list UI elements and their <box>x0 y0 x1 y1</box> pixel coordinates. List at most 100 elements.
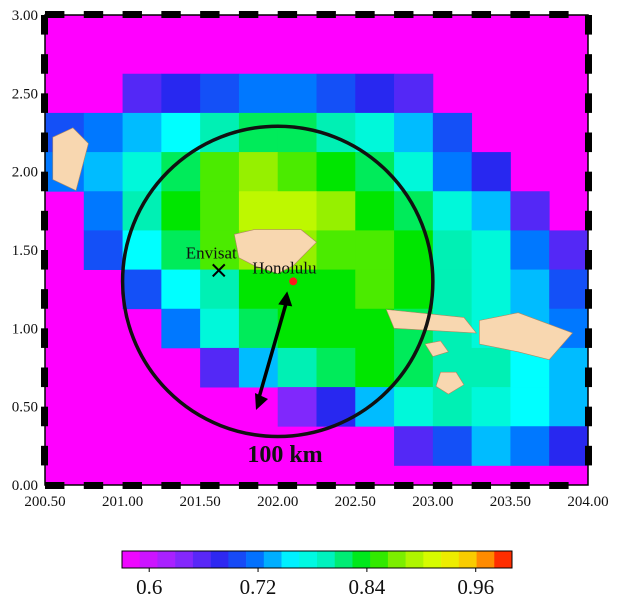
heatmap-cell <box>238 152 279 192</box>
heatmap-cell <box>83 112 123 153</box>
frame-bar-right <box>585 289 592 309</box>
x-tick-label: 200.50 <box>24 494 65 510</box>
heatmap-cell <box>394 387 434 427</box>
heatmap-cell <box>510 387 550 427</box>
frame-bar-left <box>41 406 48 427</box>
heatmap-cell <box>200 152 240 192</box>
heatmap-cell <box>471 269 511 310</box>
map-frame <box>41 11 592 489</box>
heatmap-cell <box>355 269 395 310</box>
frame-bar-bottom <box>83 482 104 489</box>
heatmap-cell <box>432 269 473 310</box>
colorbar-cell <box>228 551 247 568</box>
colorbar-cell <box>494 551 513 568</box>
frame-bar-top <box>394 11 414 18</box>
frame-bar-right <box>585 171 592 192</box>
heatmap-cell <box>355 112 395 153</box>
colorbar-cell <box>458 551 477 568</box>
heatmap-cell <box>161 191 201 231</box>
heatmap-cell <box>316 347 356 388</box>
frame-bar-top <box>510 11 530 18</box>
colorbar-cell <box>370 551 389 568</box>
frame-bar-left <box>41 328 48 348</box>
heatmap-cell <box>238 191 279 231</box>
heatmap-cell <box>316 269 356 310</box>
island-maui <box>479 312 574 361</box>
colorbar-tick-label: 0.96 <box>457 575 494 599</box>
heatmap-cell <box>471 152 511 192</box>
frame-bar-bottom <box>355 482 375 489</box>
heatmap-cell <box>471 347 511 388</box>
y-tick-label: 3.00 <box>12 8 38 24</box>
frame-bar-top <box>277 11 298 18</box>
colorbar-cell <box>387 551 406 568</box>
heatmap-cell <box>277 347 317 388</box>
heatmap-cell <box>510 191 550 231</box>
heatmap-cell <box>549 426 589 466</box>
heatmap-cell <box>549 387 589 427</box>
x-tick-label: 201.50 <box>180 494 221 510</box>
heatmap-cell <box>355 347 395 388</box>
frame-bar-bottom <box>277 482 298 489</box>
heatmap-cell <box>355 387 395 427</box>
heatmap-cell <box>471 426 511 466</box>
heatmap-cell <box>277 387 317 427</box>
colorbar-cell <box>246 551 265 568</box>
heatmap-cell <box>549 347 589 388</box>
y-tick-label: 0.00 <box>12 478 38 494</box>
frame-bar-bottom <box>394 482 414 489</box>
heatmap-cell <box>549 230 589 270</box>
heatmap-cell <box>432 426 473 466</box>
colorbar-cell <box>299 551 318 568</box>
heatmap-cell <box>277 73 317 114</box>
heatmap-cell <box>471 191 511 231</box>
heatmap-cell <box>316 308 356 349</box>
coverage-circle <box>120 124 435 439</box>
heatmap-cell <box>471 230 511 270</box>
heatmap-cell <box>238 112 279 153</box>
heatmap-cell <box>432 387 473 427</box>
heatmap-cell <box>161 73 201 114</box>
colorbar-cell <box>441 551 460 568</box>
y-tick-label: 0.50 <box>12 400 38 416</box>
x-tick-label: 201.00 <box>102 494 143 510</box>
colorbar-cell <box>405 551 424 568</box>
heatmap-cell <box>200 347 240 388</box>
y-tick-label: 1.00 <box>12 321 38 337</box>
heatmap-cell <box>277 152 317 192</box>
heatmap-cell <box>316 73 356 114</box>
frame-bar-top <box>432 11 453 18</box>
frame-bar-right <box>585 15 592 35</box>
heatmap-cell <box>122 191 162 231</box>
annotations: Envisat Honolulu 100 km <box>120 124 435 468</box>
heatmap-cell <box>277 191 317 231</box>
heatmap-cell <box>238 308 279 349</box>
heatmap-cell <box>394 426 434 466</box>
envisat-marker <box>212 263 226 278</box>
frame-bar-bottom <box>549 482 569 489</box>
colorbar-cell <box>317 551 336 568</box>
frame-bar-left <box>41 15 48 35</box>
heatmap-cell <box>510 230 550 270</box>
frame-bar-right <box>585 54 592 74</box>
island-lanai <box>435 371 465 395</box>
colorbar-cell <box>157 551 176 568</box>
heatmap-cell <box>432 230 473 270</box>
frame-bar-right <box>585 132 592 153</box>
frame-bar-right <box>585 250 592 270</box>
colorbar-tick-label: 0.84 <box>349 575 386 599</box>
frame-bar-right <box>585 328 592 348</box>
frame-bar-top <box>549 11 569 18</box>
island-kauai <box>52 127 89 191</box>
colorbar-cell <box>122 551 141 568</box>
heatmap-cell <box>471 387 511 427</box>
envisat-label: Envisat <box>186 243 237 262</box>
colorbar-cell <box>175 551 194 568</box>
heatmap-cell <box>122 112 162 153</box>
heatmap-cell <box>549 269 589 310</box>
frame-bar-bottom <box>122 482 142 489</box>
colorbar-cell <box>139 551 158 568</box>
heatmap-cell <box>83 230 123 270</box>
y-tick-label: 1.50 <box>12 243 38 259</box>
